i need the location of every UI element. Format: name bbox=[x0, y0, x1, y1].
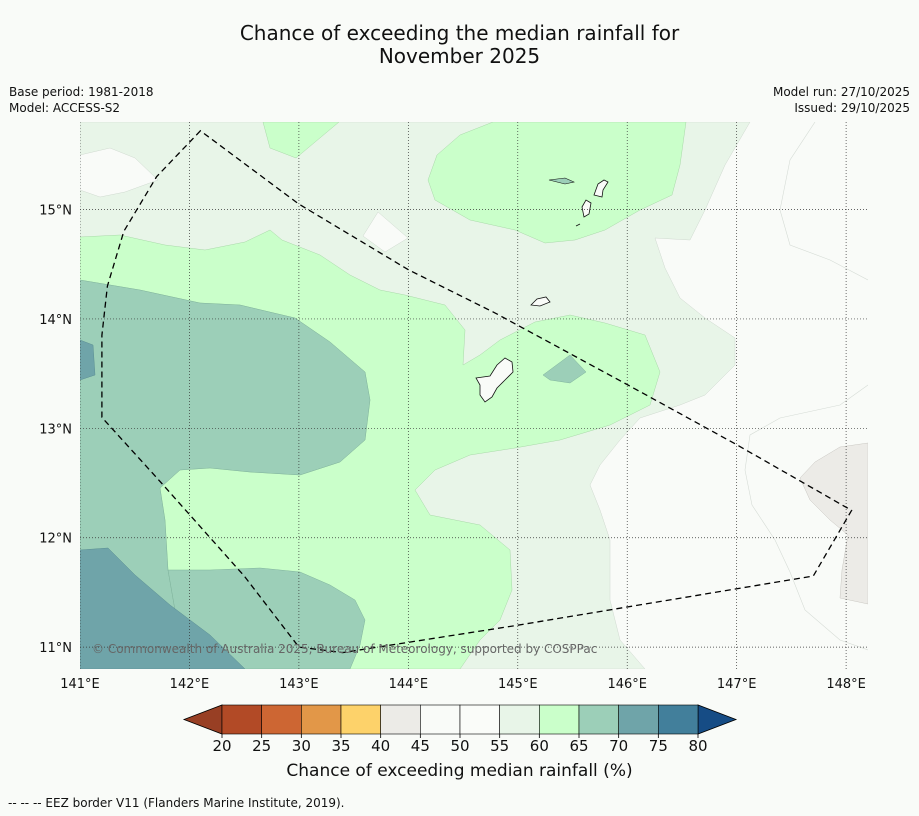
lon-tick-label: 143°E bbox=[279, 677, 319, 692]
lat-tick-label: 12°N bbox=[39, 532, 72, 547]
colorbar-bin bbox=[459, 704, 500, 735]
colorbar-tick-label: 50 bbox=[450, 737, 469, 755]
lat-tick-label: 14°N bbox=[39, 313, 72, 328]
colorbar-tick-label: 55 bbox=[490, 737, 509, 755]
colorbar-bin bbox=[618, 704, 659, 735]
colorbar-tick-label: 70 bbox=[609, 737, 628, 755]
map-area: © Commonwealth of Australia 2025, Bureau… bbox=[39, 122, 868, 692]
colorbar: 20 25 30 35 40 45 50 55 60 65 70 75 80 bbox=[182, 704, 738, 755]
copyright-text: © Commonwealth of Australia 2025, Bureau… bbox=[92, 642, 597, 656]
model-run: Model run: 27/10/2025 bbox=[772, 85, 910, 99]
contour-white-nw bbox=[80, 147, 159, 198]
island-tinian bbox=[581, 199, 592, 218]
colorbar-bin bbox=[301, 704, 342, 735]
colorbar-tick-label: 25 bbox=[252, 737, 271, 755]
colorbar-tick-label: 80 bbox=[688, 737, 707, 755]
lon-tick-label: 144°E bbox=[389, 677, 429, 692]
latitude-labels: 15°N 14°N 13°N 12°N 11°N bbox=[39, 204, 72, 657]
colorbar-bin bbox=[420, 704, 461, 735]
title-line-2: November 2025 bbox=[378, 44, 541, 68]
colorbar-bin bbox=[578, 704, 619, 735]
colorbar-label: Chance of exceeding median rainfall (%) bbox=[286, 761, 633, 781]
contour-65-70-small bbox=[542, 354, 587, 384]
colorbar-tick-label: 35 bbox=[331, 737, 350, 755]
contour-70-75-southwest bbox=[80, 547, 246, 669]
island-rota bbox=[530, 296, 551, 307]
contour-70-75-west-edge bbox=[80, 339, 96, 381]
eez-footnote: -- -- -- EEZ border V11 (Flanders Marine… bbox=[8, 796, 345, 810]
lon-tick-label: 142°E bbox=[170, 677, 210, 692]
colorbar-bin bbox=[499, 704, 540, 735]
meta-right: Model run: 27/10/2025 Issued: 29/10/2025 bbox=[773, 84, 910, 116]
colorbar-bin bbox=[539, 704, 580, 735]
colorbar-under-arrow bbox=[182, 704, 223, 735]
colorbar-tick-label: 65 bbox=[569, 737, 588, 755]
colorbar-tick-label: 30 bbox=[292, 737, 311, 755]
colorbar-bin bbox=[380, 704, 421, 735]
colorbar-bin bbox=[261, 704, 302, 735]
meta-left: Base period: 1981-2018 Model: ACCESS-S2 bbox=[9, 84, 154, 116]
title-line-1: Chance of exceeding the median rainfall … bbox=[239, 21, 680, 45]
lat-tick-label: 15°N bbox=[39, 204, 72, 219]
lon-tick-label: 147°E bbox=[717, 677, 757, 692]
contour-line-east bbox=[744, 384, 868, 651]
island-guam bbox=[475, 357, 514, 403]
colorbar-tick-label: 75 bbox=[649, 737, 668, 755]
eez-border bbox=[101, 129, 853, 654]
colorbar-tick-label: 40 bbox=[371, 737, 390, 755]
issued-date: Issued: 29/10/2025 bbox=[794, 101, 910, 115]
contour-60-65-north bbox=[262, 122, 340, 159]
colorbar-tick-label: 60 bbox=[530, 737, 549, 755]
colorbar-bin bbox=[340, 704, 381, 735]
island-saipan bbox=[593, 179, 609, 198]
island-small bbox=[548, 177, 575, 185]
lat-tick-label: 11°N bbox=[39, 641, 72, 656]
contour-line-northeast bbox=[779, 122, 868, 281]
colorbar-bin bbox=[221, 704, 262, 735]
model-name: Model: ACCESS-S2 bbox=[9, 101, 121, 115]
colorbar-tick-label: 20 bbox=[212, 737, 231, 755]
lon-tick-label: 148°E bbox=[826, 677, 866, 692]
colorbar-over-arrow bbox=[697, 704, 738, 735]
base-period: Base period: 1981-2018 bbox=[9, 85, 154, 99]
island-aguijan bbox=[575, 223, 581, 227]
gridlines bbox=[80, 122, 868, 669]
contour-60-65-northeast bbox=[427, 122, 687, 244]
lon-tick-label: 146°E bbox=[607, 677, 647, 692]
lon-tick-label: 145°E bbox=[498, 677, 538, 692]
longitude-labels: 141°E 142°E 143°E 144°E 145°E 146°E 147°E 148°E bbox=[60, 677, 866, 692]
contour-white-small bbox=[362, 211, 409, 253]
contour-40-45-east bbox=[799, 442, 868, 605]
colorbar-bin bbox=[658, 704, 699, 735]
colorbar-tick-label: 45 bbox=[411, 737, 430, 755]
chart-title: Chance of exceeding the median rainfall … bbox=[0, 22, 919, 68]
lat-tick-label: 13°N bbox=[39, 422, 72, 437]
lon-tick-label: 141°E bbox=[60, 677, 100, 692]
